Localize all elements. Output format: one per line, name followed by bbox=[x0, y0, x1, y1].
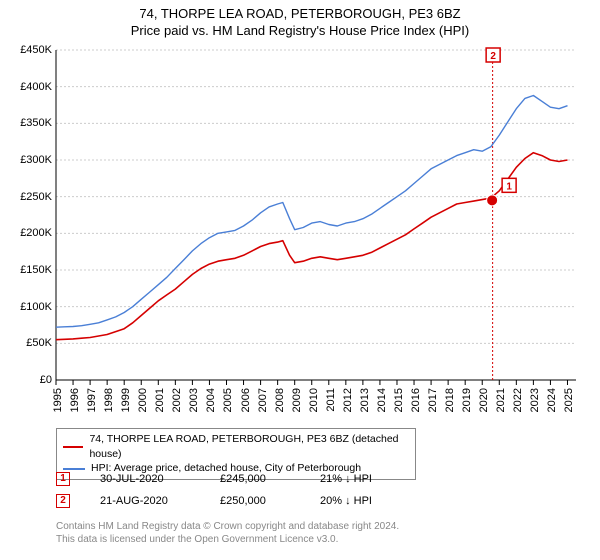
sales-row: 1 30-JUL-2020 £245,000 21% ↓ HPI bbox=[56, 468, 576, 490]
legend-label: 74, THORPE LEA ROAD, PETERBOROUGH, PE3 6… bbox=[89, 432, 409, 461]
x-tick-label: 1996 bbox=[69, 388, 81, 412]
footer-line2: This data is licensed under the Open Gov… bbox=[56, 533, 399, 546]
x-tick-label: 2000 bbox=[137, 388, 149, 412]
x-tick-label: 2005 bbox=[222, 388, 234, 412]
x-tick-label: 2023 bbox=[529, 388, 541, 412]
svg-text:2: 2 bbox=[490, 51, 496, 62]
sales-row: 2 21-AUG-2020 £250,000 20% ↓ HPI bbox=[56, 490, 576, 512]
chart-title-block: 74, THORPE LEA ROAD, PETERBOROUGH, PE3 6… bbox=[0, 0, 600, 38]
x-tick-label: 2014 bbox=[376, 388, 388, 412]
x-tick-label: 2013 bbox=[359, 388, 371, 412]
x-tick-label: 1999 bbox=[120, 388, 132, 412]
y-tick-label: £350K bbox=[8, 117, 52, 129]
x-tick-label: 2022 bbox=[512, 388, 524, 412]
y-tick-label: £300K bbox=[8, 154, 52, 166]
legend-swatch bbox=[63, 446, 83, 448]
y-tick-label: £50K bbox=[8, 337, 52, 349]
x-tick-label: 2019 bbox=[461, 388, 473, 412]
x-tick-label: 2009 bbox=[291, 388, 303, 412]
sales-table: 1 30-JUL-2020 £245,000 21% ↓ HPI 2 21-AUG-202… bbox=[56, 468, 576, 512]
footer-attribution: Contains HM Land Registry data © Crown c… bbox=[56, 520, 399, 546]
x-tick-label: 2011 bbox=[325, 388, 337, 412]
plot-svg: 12 bbox=[56, 50, 576, 380]
sale-pct-vs-hpi: 21% ↓ HPI bbox=[320, 473, 410, 485]
x-tick-label: 2001 bbox=[154, 388, 166, 412]
footer-line1: Contains HM Land Registry data © Crown c… bbox=[56, 520, 399, 533]
x-tick-label: 2016 bbox=[410, 388, 422, 412]
x-tick-label: 1998 bbox=[103, 388, 115, 412]
chart-container: 12 £0£50K£100K£150K£200K£250K£300K£350K£… bbox=[10, 50, 580, 420]
sale-pct-vs-hpi: 20% ↓ HPI bbox=[320, 495, 410, 507]
x-tick-label: 2008 bbox=[274, 388, 286, 412]
sale-date: 21-AUG-2020 bbox=[100, 495, 190, 507]
x-tick-label: 2018 bbox=[444, 388, 456, 412]
title-line2: Price paid vs. HM Land Registry's House … bbox=[0, 23, 600, 38]
x-tick-label: 2015 bbox=[393, 388, 405, 412]
y-tick-label: £200K bbox=[8, 227, 52, 239]
sale-number-box: 2 bbox=[56, 494, 70, 508]
x-tick-label: 2012 bbox=[342, 388, 354, 412]
y-tick-label: £450K bbox=[8, 44, 52, 56]
svg-text:1: 1 bbox=[506, 181, 512, 192]
legend-entry: 74, THORPE LEA ROAD, PETERBOROUGH, PE3 6… bbox=[63, 432, 409, 461]
x-tick-label: 2003 bbox=[188, 388, 200, 412]
x-tick-label: 2007 bbox=[257, 388, 269, 412]
y-tick-label: £150K bbox=[8, 264, 52, 276]
sale-date: 30-JUL-2020 bbox=[100, 473, 190, 485]
title-line1: 74, THORPE LEA ROAD, PETERBOROUGH, PE3 6… bbox=[0, 6, 600, 21]
x-tick-label: 2024 bbox=[546, 388, 558, 412]
x-tick-label: 2017 bbox=[427, 388, 439, 412]
sale-price: £250,000 bbox=[220, 495, 290, 507]
y-tick-label: £100K bbox=[8, 301, 52, 313]
x-tick-label: 1995 bbox=[52, 388, 64, 412]
x-tick-label: 2025 bbox=[563, 388, 575, 412]
sale-price: £245,000 bbox=[220, 473, 290, 485]
x-tick-label: 2004 bbox=[205, 388, 217, 412]
y-tick-label: £250K bbox=[8, 191, 52, 203]
x-tick-label: 2010 bbox=[308, 388, 320, 412]
x-tick-label: 2020 bbox=[478, 388, 490, 412]
x-tick-label: 2002 bbox=[171, 388, 183, 412]
sale-marker: 1 bbox=[502, 178, 516, 192]
x-tick-label: 2021 bbox=[495, 388, 507, 412]
sale-number-box: 1 bbox=[56, 472, 70, 486]
y-tick-label: £400K bbox=[8, 81, 52, 93]
plot-area: 12 bbox=[56, 50, 576, 380]
x-tick-label: 2006 bbox=[240, 388, 252, 412]
x-tick-label: 1997 bbox=[86, 388, 98, 412]
sale-marker: 2 bbox=[486, 48, 500, 62]
y-tick-label: £0 bbox=[8, 374, 52, 386]
